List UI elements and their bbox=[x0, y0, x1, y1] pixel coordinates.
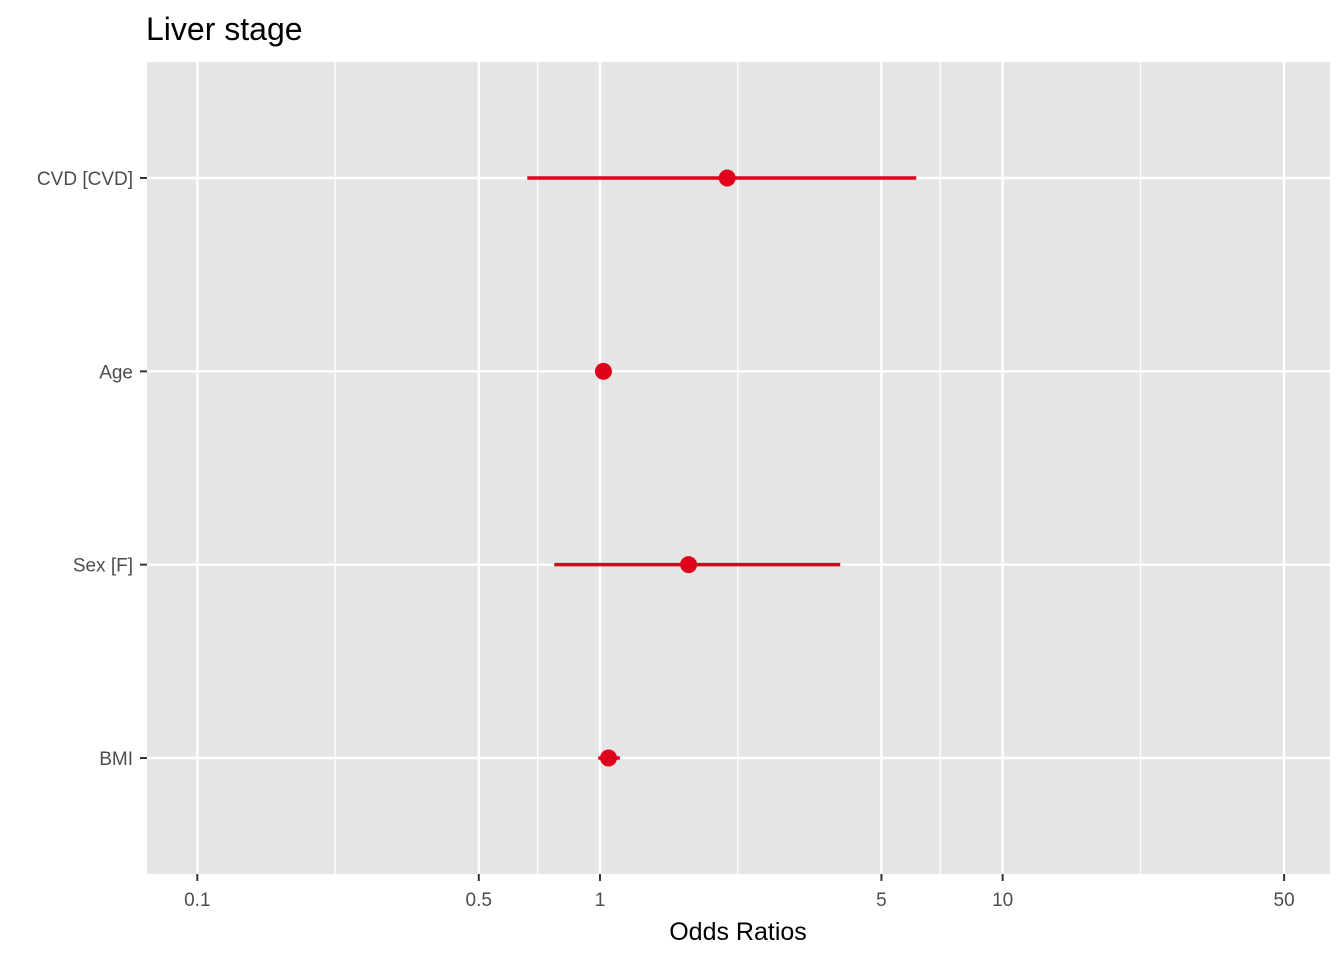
y-axis: CVD [CVD] Age Sex [F] BMI bbox=[37, 169, 147, 770]
x-tick-label-0: 0.1 bbox=[184, 890, 210, 911]
x-tick-label-3: 5 bbox=[876, 890, 887, 911]
chart-title: Liver stage bbox=[146, 11, 303, 47]
y-tick-label-0: CVD [CVD] bbox=[37, 169, 133, 190]
x-tick-label-2: 1 bbox=[595, 890, 606, 911]
estimate-marks bbox=[527, 169, 917, 767]
y-tick-label-2: Sex [F] bbox=[73, 556, 133, 577]
estimate-point-1 bbox=[594, 362, 612, 380]
y-tick-label-3: BMI bbox=[99, 749, 133, 770]
x-tick-label-1: 0.5 bbox=[466, 890, 492, 911]
x-tick-label-4: 10 bbox=[992, 890, 1013, 911]
minor-gridlines bbox=[334, 62, 1142, 874]
estimate-point-2 bbox=[680, 556, 698, 574]
estimate-point-3 bbox=[600, 749, 618, 767]
x-axis-title: Odds Ratios bbox=[669, 918, 807, 946]
estimate-point-0 bbox=[718, 169, 736, 187]
x-tick-label-5: 50 bbox=[1274, 890, 1295, 911]
x-axis: 0.1 0.5 1 5 10 50 bbox=[184, 874, 1295, 911]
plot-panel bbox=[147, 62, 1330, 874]
y-tick-label-1: Age bbox=[99, 362, 133, 383]
